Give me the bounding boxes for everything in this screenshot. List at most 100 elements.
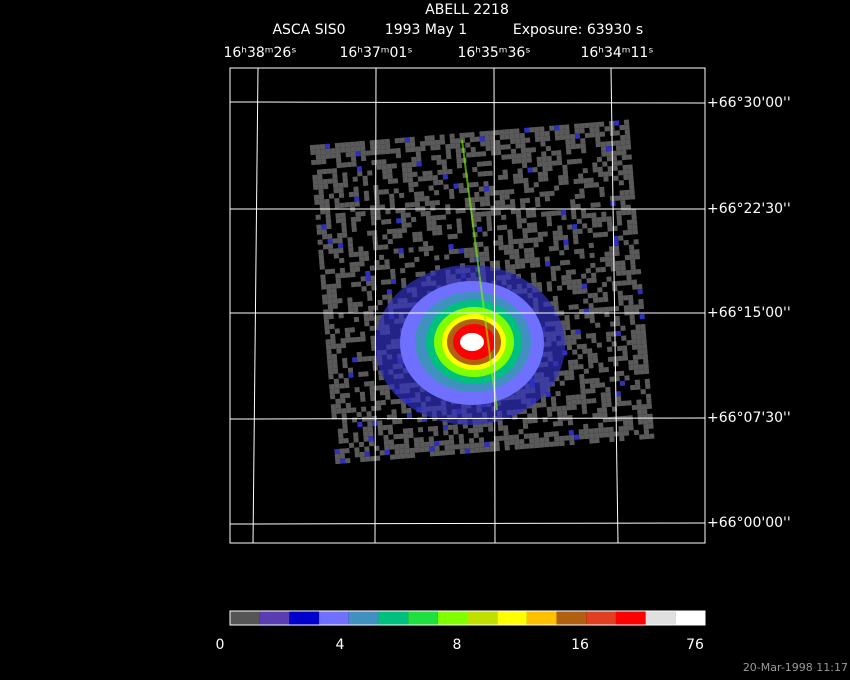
pixel <box>525 207 531 214</box>
pixel <box>326 223 332 230</box>
pixel <box>325 344 332 350</box>
pixel <box>559 124 565 131</box>
pixel <box>545 145 552 152</box>
pixel <box>614 315 620 322</box>
pixel <box>382 174 388 180</box>
pixel <box>636 334 642 340</box>
pixel <box>412 231 418 238</box>
pixel <box>359 261 365 267</box>
colorbar-label: 16 <box>571 637 589 653</box>
pixel <box>546 281 552 287</box>
color-swatch <box>497 611 527 625</box>
colorbar-label: 4 <box>336 637 345 653</box>
pixel <box>478 427 484 433</box>
pixel <box>478 186 485 192</box>
pixel <box>587 348 593 354</box>
pixel <box>621 335 627 341</box>
pixel <box>433 189 440 196</box>
pixel <box>324 143 331 149</box>
pixel <box>447 234 453 240</box>
pixel <box>516 158 522 164</box>
pixel <box>367 170 373 176</box>
pixel <box>643 423 649 430</box>
pixel <box>428 436 434 442</box>
pixel <box>553 240 559 246</box>
pixel <box>532 167 538 173</box>
pixel <box>528 187 535 193</box>
pixel <box>620 265 626 271</box>
pixel <box>411 161 417 168</box>
pixel <box>381 219 387 225</box>
pixel <box>545 391 551 398</box>
pixel <box>335 403 342 409</box>
pixel <box>324 329 331 335</box>
pixel <box>624 194 631 201</box>
pixel <box>569 439 575 446</box>
pixel <box>355 146 361 152</box>
pixel <box>586 398 592 404</box>
pixel <box>348 252 354 258</box>
pixel <box>637 288 643 295</box>
pixel <box>559 134 566 141</box>
pixel <box>584 313 590 319</box>
pixel <box>332 303 339 309</box>
pixel <box>404 137 410 143</box>
pixel <box>409 452 416 459</box>
pixel <box>566 284 573 291</box>
pixel <box>607 226 613 232</box>
pixel <box>396 228 403 234</box>
ra-label: 16ʰ34ᵐ11ˢ <box>580 45 653 61</box>
pixel <box>627 169 634 175</box>
pixel <box>465 142 471 148</box>
pixel <box>335 398 341 404</box>
pixel <box>534 136 541 143</box>
pixel <box>334 383 340 389</box>
pixel <box>389 198 395 204</box>
pixel <box>604 126 610 132</box>
pixel <box>354 261 360 267</box>
pixel <box>479 196 485 202</box>
pixel <box>530 207 536 213</box>
pixel <box>474 447 481 453</box>
pixel <box>399 453 406 459</box>
pixel <box>552 230 558 236</box>
pixel <box>621 210 627 216</box>
pixel <box>416 156 422 162</box>
pixel <box>576 283 583 290</box>
pixel <box>371 159 377 166</box>
pixel <box>423 246 429 252</box>
pixel <box>623 239 629 246</box>
pixel <box>410 146 416 153</box>
colorbar-frame <box>229 610 706 626</box>
pixel <box>555 265 561 271</box>
pixel <box>520 147 527 154</box>
pixel <box>400 403 407 409</box>
pixel <box>531 407 538 414</box>
pixel <box>327 303 334 310</box>
pixel <box>449 133 455 139</box>
pixel <box>598 432 605 438</box>
pixel <box>575 143 581 149</box>
pixel <box>483 180 489 187</box>
pixel <box>514 439 520 445</box>
pixel <box>632 354 639 360</box>
pixel <box>582 348 588 354</box>
pixel <box>468 437 475 444</box>
pixel <box>589 132 596 138</box>
color-swatch <box>437 611 468 625</box>
pixel <box>415 271 421 278</box>
pixel <box>347 297 353 303</box>
pixel <box>353 191 360 197</box>
pixel <box>336 408 342 414</box>
pixel <box>597 171 604 178</box>
pixel <box>397 418 403 425</box>
pixel <box>420 145 426 152</box>
pixel <box>351 357 358 363</box>
pixel <box>470 146 476 153</box>
pixel <box>597 287 603 293</box>
pixel <box>516 218 522 224</box>
pixel <box>368 436 374 442</box>
pixel <box>567 224 573 230</box>
pixel <box>525 147 532 153</box>
pixel <box>375 214 382 221</box>
